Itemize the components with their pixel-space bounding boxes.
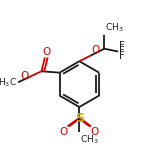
Text: F: F — [119, 51, 125, 61]
Text: F: F — [119, 46, 125, 56]
Text: O: O — [91, 127, 99, 137]
Text: F: F — [119, 41, 125, 51]
Text: O: O — [21, 71, 29, 81]
Text: CH$_3$: CH$_3$ — [105, 21, 124, 34]
Text: O: O — [60, 127, 68, 137]
Text: O: O — [91, 45, 99, 55]
Text: S: S — [75, 112, 84, 125]
Text: CH$_3$: CH$_3$ — [80, 133, 99, 146]
Text: O: O — [42, 47, 50, 57]
Text: H$_3$C: H$_3$C — [0, 77, 17, 89]
